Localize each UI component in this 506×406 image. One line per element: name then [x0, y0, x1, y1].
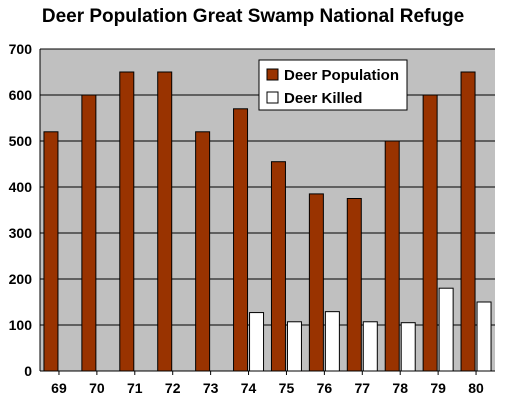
x-tick-label: 77 [355, 380, 371, 396]
bar-deer-killed-77 [362, 321, 378, 372]
x-tick-label: 73 [203, 380, 219, 396]
y-tick-label: 700 [9, 41, 33, 57]
bar-deer-killed-78 [400, 322, 416, 372]
bar-deer-population-76 [308, 193, 324, 372]
x-tick-label: 72 [165, 380, 181, 396]
legend-swatch-deer-killed [266, 91, 279, 104]
chart-title: Deer Population Great Swamp National Ref… [41, 6, 465, 27]
x-tick-label: 70 [89, 380, 105, 396]
bar-deer-population-75 [270, 161, 286, 372]
y-tick-label: 200 [9, 271, 33, 287]
x-tick-label: 78 [392, 380, 408, 396]
y-tick-label: 0 [24, 363, 32, 379]
legend-swatch-deer-population [266, 68, 279, 81]
bar-deer-population-70 [81, 94, 97, 372]
bar-deer-population-72 [157, 71, 173, 372]
x-tick-label: 69 [51, 380, 67, 396]
bar-deer-population-77 [346, 198, 362, 372]
legend-label-deer-population: Deer Population [284, 67, 399, 84]
legend-label-deer-killed: Deer Killed [284, 90, 362, 107]
y-axis-ticks: 0 100 200 300 400 500 600 700 [9, 41, 33, 379]
bar-deer-population-73 [195, 131, 211, 372]
legend: Deer Population Deer Killed [258, 59, 408, 111]
x-axis-ticks: 69 70 71 72 73 74 75 76 77 78 79 80 [51, 371, 484, 396]
bar-deer-killed-80 [476, 301, 492, 372]
y-tick-label: 600 [9, 87, 33, 103]
y-tick-label: 300 [9, 225, 33, 241]
bar-deer-population-79 [422, 94, 438, 372]
x-tick-label: 75 [279, 380, 295, 396]
bar-deer-killed-76 [324, 311, 340, 372]
x-tick-label: 71 [127, 380, 143, 396]
bar-deer-population-71 [119, 71, 135, 372]
bar-deer-population-80 [460, 71, 476, 372]
x-tick-label: 80 [468, 380, 484, 396]
y-tick-label: 100 [9, 317, 33, 333]
bar-deer-population-74 [233, 108, 249, 372]
x-tick-label: 79 [430, 380, 446, 396]
x-tick-label: 74 [241, 380, 257, 396]
bar-deer-population-69 [43, 131, 59, 372]
bars [43, 71, 492, 372]
bar-deer-killed-75 [286, 321, 302, 372]
bar-deer-killed-79 [438, 287, 454, 372]
y-tick-label: 400 [9, 179, 33, 195]
bar-deer-killed-74 [249, 312, 265, 372]
x-tick-label: 76 [317, 380, 333, 396]
y-tick-label: 500 [9, 133, 33, 149]
bar-deer-population-78 [384, 140, 400, 372]
legend-box [258, 59, 408, 111]
